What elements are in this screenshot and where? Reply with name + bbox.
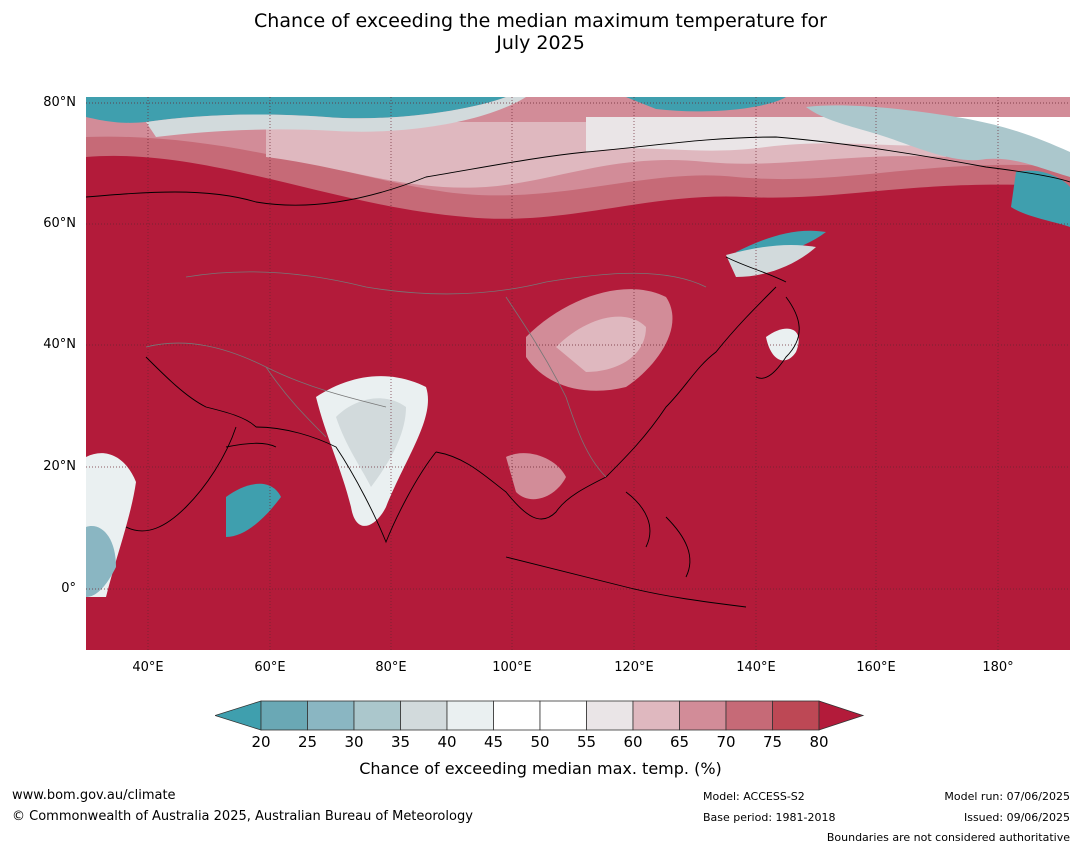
colorbar-tick-label: 30: [344, 733, 364, 751]
lat-label-20n: 20°N: [43, 459, 76, 474]
base-period-text: Base period: 1981-2018: [703, 811, 836, 824]
colorbar-cell: [493, 700, 541, 731]
colorbar-tick-label: 40: [437, 733, 457, 751]
colorbar-cell: [539, 700, 587, 731]
colorbar-tick-label: 50: [530, 733, 550, 751]
colorbar: [215, 700, 865, 731]
copyright-text: © Commonwealth of Australia 2025, Austra…: [12, 809, 473, 824]
lon-label-180: 180°: [982, 660, 1014, 675]
lat-label-40n: 40°N: [43, 337, 76, 352]
model-text: Model: ACCESS-S2: [703, 790, 805, 803]
website-link[interactable]: www.bom.gov.au/climate: [12, 788, 176, 803]
anomaly-map: [86, 97, 1070, 650]
colorbar-arrow-high: [818, 700, 865, 731]
colorbar-tick-label: 60: [623, 733, 643, 751]
colorbar-cell: [446, 700, 494, 731]
title-line-1: Chance of exceeding the median maximum t…: [254, 10, 827, 32]
lon-label-60e: 60°E: [254, 660, 286, 675]
boundaries-note: Boundaries are not considered authoritat…: [826, 831, 1070, 844]
colorbar-cell: [586, 700, 634, 731]
colorbar-tick-label: 20: [251, 733, 271, 751]
colorbar-cell: [353, 700, 401, 731]
colorbar-tick-label: 55: [576, 733, 597, 751]
colorbar-tick-label: 65: [669, 733, 690, 751]
map-panel: [86, 97, 1070, 650]
colorbar-cell: [632, 700, 680, 731]
lat-label-80n: 80°N: [43, 95, 76, 110]
colorbar-title: Chance of exceeding median max. temp. (%…: [359, 759, 722, 778]
lon-label-120e: 120°E: [614, 660, 654, 675]
title-line-2: July 2025: [496, 32, 585, 54]
lon-label-100e: 100°E: [492, 660, 532, 675]
colorbar-cell: [679, 700, 727, 731]
colorbar-cell: [400, 700, 448, 731]
colorbar-cell: [260, 700, 308, 731]
colorbar-cell: [772, 700, 820, 731]
issued-text: Issued: 09/06/2025: [963, 811, 1070, 824]
colorbar-cell: [725, 700, 773, 731]
colorbar-arrow-low: [215, 700, 262, 731]
colorbar-tick-label: 35: [390, 733, 411, 751]
colorbar-tick-label: 25: [297, 733, 318, 751]
colorbar-tick-label: 70: [716, 733, 736, 751]
lat-label-60n: 60°N: [43, 216, 76, 231]
colorbar-tick-label: 80: [809, 733, 829, 751]
lon-label-160e: 160°E: [856, 660, 896, 675]
lat-label-0: 0°: [61, 581, 76, 596]
colorbar-cell: [307, 700, 355, 731]
model-run-text: Model run: 07/06/2025: [944, 790, 1070, 803]
lon-label-140e: 140°E: [736, 660, 776, 675]
lon-label-80e: 80°E: [375, 660, 407, 675]
lon-label-40e: 40°E: [132, 660, 164, 675]
colorbar-tick-label: 45: [483, 733, 504, 751]
colorbar-tick-label: 75: [762, 733, 783, 751]
map-title: Chance of exceeding the median maximum t…: [0, 10, 1081, 54]
